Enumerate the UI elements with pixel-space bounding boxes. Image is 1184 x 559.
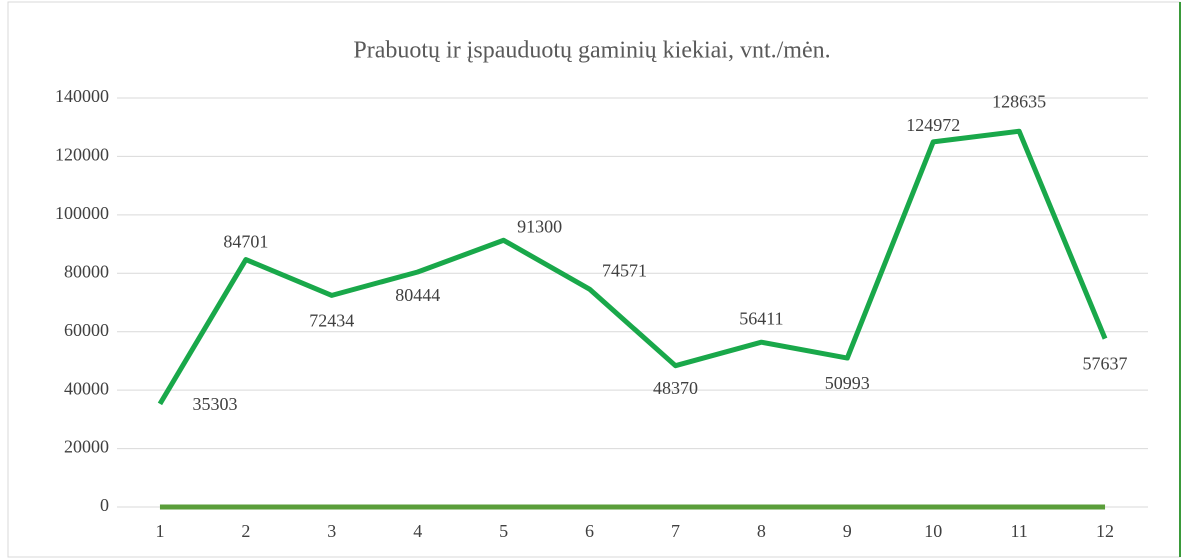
data-label: 56411 (739, 308, 783, 328)
data-label: 128635 (992, 91, 1046, 111)
x-tick-label: 4 (413, 521, 422, 541)
x-tick-label: 3 (327, 521, 336, 541)
data-label: 57637 (1083, 354, 1128, 374)
y-tick-label: 100000 (55, 203, 109, 223)
x-tick-label: 11 (1010, 521, 1027, 541)
x-tick-label: 8 (757, 521, 766, 541)
chart-title: Prabuotų ir įspauduotų gaminių kiekiai, … (353, 38, 830, 64)
y-tick-label: 0 (100, 495, 109, 515)
x-tick-label: 5 (499, 521, 508, 541)
data-label: 84701 (223, 232, 268, 252)
data-label: 80444 (395, 285, 440, 305)
data-label: 50993 (825, 373, 870, 393)
x-tick-label: 7 (671, 521, 680, 541)
data-label: 72434 (309, 311, 354, 331)
x-tick-label: 2 (241, 521, 250, 541)
x-tick-label: 12 (1096, 521, 1114, 541)
series-line (157, 128, 1108, 406)
y-tick-label: 40000 (64, 378, 109, 398)
y-tick-label: 60000 (64, 320, 109, 340)
x-tick-label: 6 (585, 521, 594, 541)
data-label: 35303 (192, 394, 237, 414)
y-tick-label: 120000 (55, 145, 109, 165)
data-label: 48370 (653, 378, 698, 398)
data-label: 91300 (517, 216, 562, 236)
data-label: 124972 (906, 115, 960, 135)
x-tick-label: 1 (155, 521, 164, 541)
chart-border (7, 1, 1181, 558)
y-tick-label: 20000 (64, 437, 109, 457)
y-tick-label: 140000 (55, 86, 109, 106)
data-label: 74571 (602, 260, 647, 280)
x-tick-label: 10 (924, 521, 942, 541)
x-tick-label: 9 (843, 521, 852, 541)
y-tick-label: 80000 (64, 261, 109, 281)
